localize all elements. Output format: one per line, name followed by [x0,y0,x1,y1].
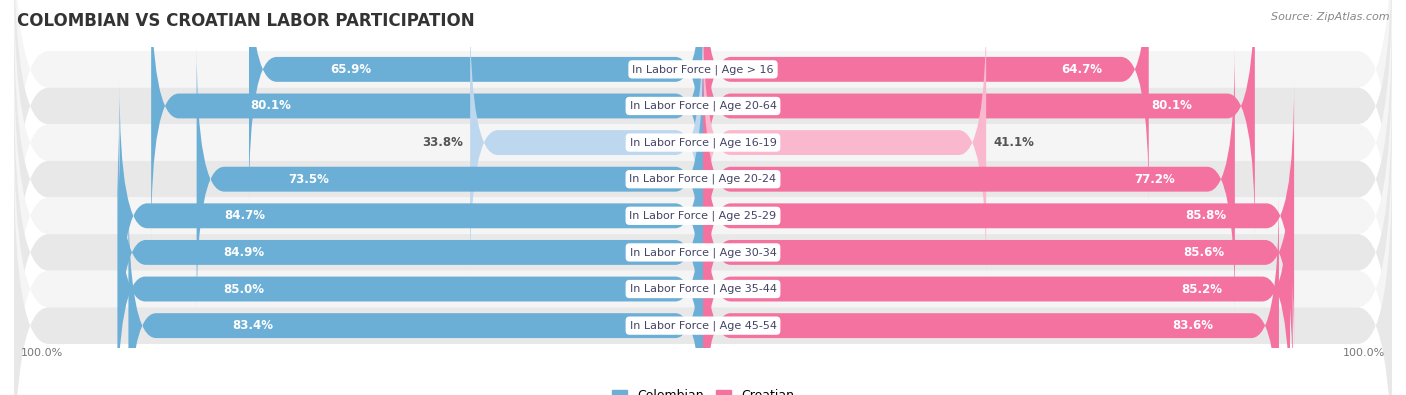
FancyBboxPatch shape [14,15,1392,344]
Text: 85.2%: 85.2% [1181,282,1222,295]
Text: In Labor Force | Age 20-24: In Labor Force | Age 20-24 [630,174,776,184]
Text: In Labor Force | Age 16-19: In Labor Force | Age 16-19 [630,137,776,148]
FancyBboxPatch shape [14,0,1392,307]
Text: 84.9%: 84.9% [224,246,264,259]
Text: 100.0%: 100.0% [1343,348,1385,358]
FancyBboxPatch shape [703,82,1294,350]
FancyBboxPatch shape [703,0,1149,203]
FancyBboxPatch shape [14,0,1392,234]
FancyBboxPatch shape [14,124,1392,395]
FancyBboxPatch shape [703,118,1292,386]
Text: 33.8%: 33.8% [422,136,463,149]
FancyBboxPatch shape [14,88,1392,395]
Text: 83.6%: 83.6% [1173,319,1213,332]
Legend: Colombian, Croatian: Colombian, Croatian [607,384,799,395]
Text: 85.0%: 85.0% [222,282,264,295]
Text: 80.1%: 80.1% [250,100,291,113]
FancyBboxPatch shape [703,45,1234,313]
Text: Source: ZipAtlas.com: Source: ZipAtlas.com [1271,12,1389,22]
Text: 85.6%: 85.6% [1184,246,1225,259]
Text: 77.2%: 77.2% [1135,173,1175,186]
Text: In Labor Force | Age 30-34: In Labor Force | Age 30-34 [630,247,776,258]
Text: In Labor Force | Age 35-44: In Labor Force | Age 35-44 [630,284,776,294]
FancyBboxPatch shape [120,82,703,350]
FancyBboxPatch shape [703,0,1254,240]
FancyBboxPatch shape [197,45,703,313]
Text: 100.0%: 100.0% [21,348,63,358]
FancyBboxPatch shape [703,155,1289,395]
Text: 41.1%: 41.1% [993,136,1033,149]
FancyBboxPatch shape [118,118,703,386]
Text: COLOMBIAN VS CROATIAN LABOR PARTICIPATION: COLOMBIAN VS CROATIAN LABOR PARTICIPATIO… [17,12,474,30]
Text: In Labor Force | Age 45-54: In Labor Force | Age 45-54 [630,320,776,331]
FancyBboxPatch shape [117,155,703,395]
Text: 83.4%: 83.4% [232,319,273,332]
Text: 85.8%: 85.8% [1185,209,1226,222]
Text: 65.9%: 65.9% [330,63,371,76]
FancyBboxPatch shape [470,9,703,276]
FancyBboxPatch shape [14,51,1392,380]
Text: 73.5%: 73.5% [288,173,329,186]
Text: 84.7%: 84.7% [225,209,266,222]
FancyBboxPatch shape [152,0,703,240]
FancyBboxPatch shape [703,192,1279,395]
FancyBboxPatch shape [128,192,703,395]
Text: In Labor Force | Age > 16: In Labor Force | Age > 16 [633,64,773,75]
FancyBboxPatch shape [14,161,1392,395]
Text: 80.1%: 80.1% [1152,100,1192,113]
FancyBboxPatch shape [249,0,703,203]
Text: 64.7%: 64.7% [1062,63,1102,76]
FancyBboxPatch shape [703,9,986,276]
Text: In Labor Force | Age 25-29: In Labor Force | Age 25-29 [630,211,776,221]
Text: In Labor Force | Age 20-64: In Labor Force | Age 20-64 [630,101,776,111]
FancyBboxPatch shape [14,0,1392,271]
